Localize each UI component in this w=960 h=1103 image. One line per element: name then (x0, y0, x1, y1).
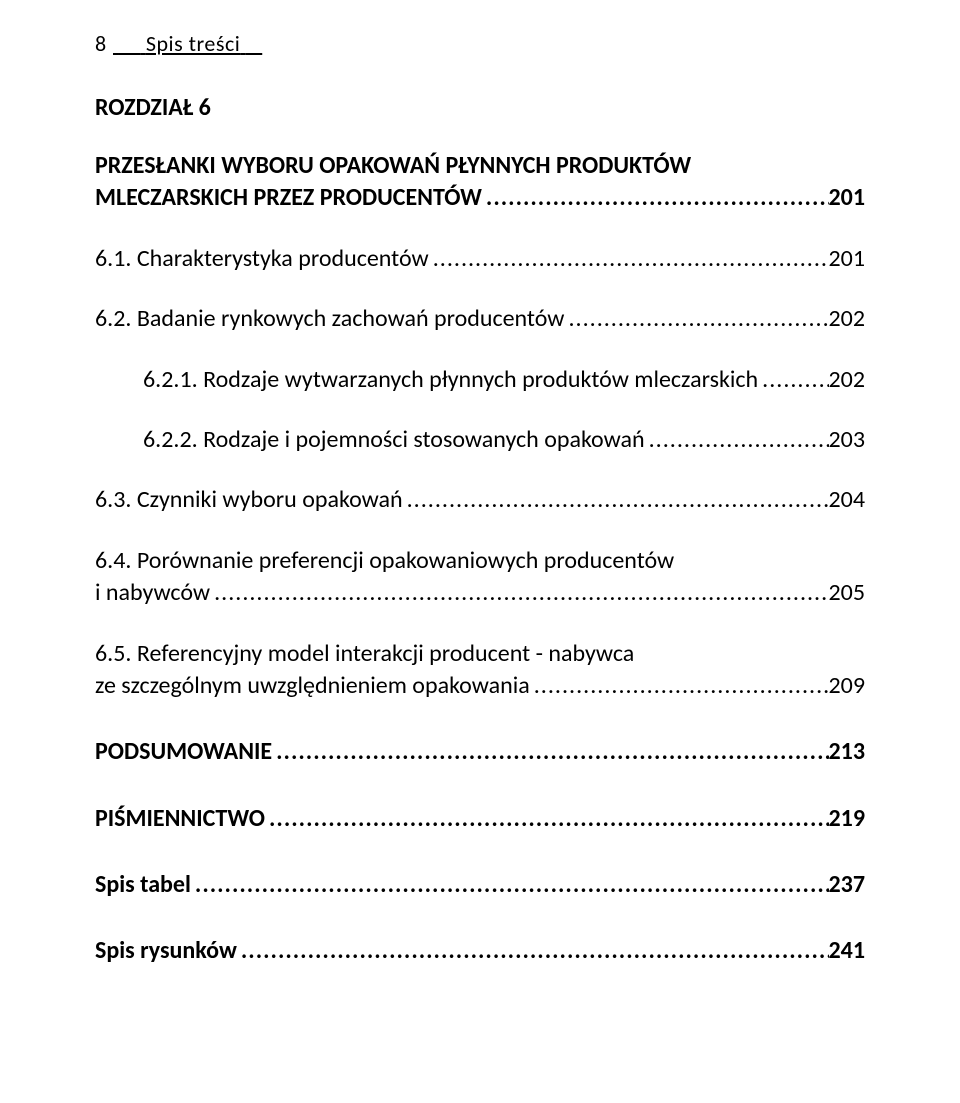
leader-dots: ........................................… (564, 303, 828, 335)
toc-entry: 6.2.2. Rodzaje i pojemności stosowanych … (95, 424, 865, 456)
toc-bold-entry-title: Spis rysunków (95, 935, 237, 967)
toc-entry-6-4-line1: 6.4. Porównanie preferencji opakowaniowy… (95, 545, 865, 577)
toc-bold-entry: PODSUMOWANIE............................… (95, 736, 865, 768)
toc-entry-page: 201 (829, 243, 866, 275)
header-page-number: 8 (95, 30, 113, 57)
leader-dots: ........................................… (237, 935, 829, 967)
toc-entry: 6.2.1. Rodzaje wytwarzanych płynnych pro… (95, 364, 865, 396)
toc-bold-entry: Spis rysunków...........................… (95, 935, 865, 967)
toc-entry-6-5-page: 209 (829, 670, 866, 702)
toc-entry-6-5-line2-row: ze szczególnym uwzględnieniem opakowania… (95, 670, 865, 702)
toc-entry-6-5: 6.5. Referencyjny model interakcji produ… (95, 638, 865, 703)
toc-entry-title: 6.2.2. Rodzaje i pojemności stosowanych … (143, 424, 645, 456)
toc-bold-entry-page: 219 (829, 803, 866, 835)
toc-bold-entry: PIŚMIENNICTWO...........................… (95, 803, 865, 835)
toc-entry-6-4-line2: i nabywców (95, 577, 210, 609)
chapter-title-line2: MLECZARSKICH PRZEZ PRODUCENTÓW (95, 182, 482, 214)
toc-bold-entry-title: Spis tabel (95, 869, 191, 901)
leader-dots: ........................................… (403, 484, 829, 516)
running-header: 8 Spis treści (95, 30, 865, 57)
leader-dots: ........................................… (482, 182, 829, 214)
toc-entry-6-4-page: 205 (829, 577, 866, 609)
toc-entry: 6.1. Charakterystyka producentów........… (95, 243, 865, 275)
toc-bold-entry-page: 241 (829, 935, 866, 967)
toc-bold-entry-title: PIŚMIENNICTWO (95, 803, 265, 835)
toc-entry-title: 6.2.1. Rodzaje wytwarzanych płynnych pro… (143, 364, 758, 396)
toc-bold-entry-title: PODSUMOWANIE (95, 736, 272, 768)
leader-dots: ........................................… (429, 243, 829, 275)
toc-entry-title: 6.3. Czynniki wyboru opakowań (95, 484, 403, 516)
leader-dots: ........................................… (758, 364, 828, 396)
leader-dots: ........................................… (265, 803, 828, 835)
header-title: Spis treści (146, 30, 240, 57)
toc-entry-title: 6.1. Charakterystyka producentów (95, 243, 429, 275)
toc-entry-page: 202 (829, 364, 866, 396)
leader-dots: ........................................… (530, 670, 829, 702)
leader-dots: ........................................… (272, 736, 828, 768)
toc-entry-6-5-line2: ze szczególnym uwzględnieniem opakowania (95, 670, 530, 702)
chapter-title-row: MLECZARSKICH PRZEZ PRODUCENTÓW .........… (95, 182, 865, 214)
toc-entry: 6.3. Czynniki wyboru opakowań...........… (95, 484, 865, 516)
toc-entry-page: 203 (829, 424, 866, 456)
toc-bold-entry: Spis tabel..............................… (95, 869, 865, 901)
toc-entry-page: 204 (829, 484, 866, 516)
toc-entry: 6.2. Badanie rynkowych zachowań producen… (95, 303, 865, 335)
leader-dots: ........................................… (191, 869, 829, 901)
toc-entry-6-5-line1: 6.5. Referencyjny model interakcji produ… (95, 638, 865, 670)
toc-entry-page: 202 (829, 303, 866, 335)
toc-entry-6-4: 6.4. Porównanie preferencji opakowaniowy… (95, 545, 865, 610)
chapter-title-line1: PRZESŁANKI WYBORU OPAKOWAŃ PŁYNNYCH PROD… (95, 150, 865, 182)
chapter-label: ROZDZIAŁ 6 (95, 93, 865, 122)
leader-dots: ........................................… (210, 577, 828, 609)
chapter-page: 201 (829, 182, 866, 214)
toc-bold-entry-page: 237 (829, 869, 866, 901)
toc-bold-entry-page: 213 (829, 736, 866, 768)
toc-entry-title: 6.2. Badanie rynkowych zachowań producen… (95, 303, 564, 335)
leader-dots: ........................................… (645, 424, 829, 456)
toc-entry-6-4-line2-row: i nabywców .............................… (95, 577, 865, 609)
